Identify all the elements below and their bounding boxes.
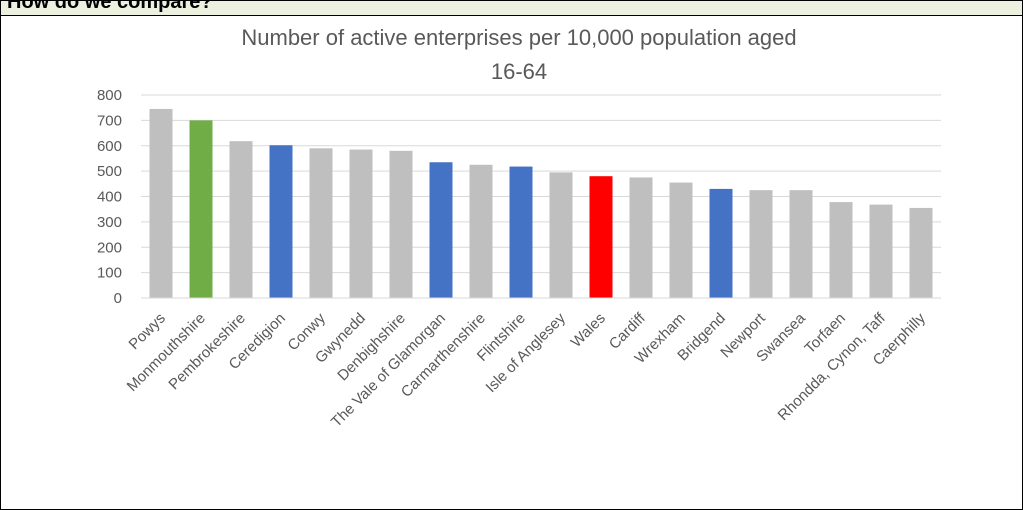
bar-rhondda-cynon-taff [869, 204, 893, 298]
y-tick-label: 400 [97, 189, 122, 206]
bar-newport [749, 190, 773, 298]
y-tick-label: 500 [97, 163, 122, 180]
bars [149, 108, 933, 298]
y-tick-label: 200 [97, 239, 122, 256]
bar-powys [149, 108, 173, 298]
category-label: Wales [568, 310, 609, 351]
bar-wrexham [669, 182, 693, 298]
bar-carmarthenshire [469, 164, 493, 298]
y-tick-label: 800 [97, 87, 122, 104]
bar-flintshire [509, 166, 533, 298]
y-tick-label: 700 [97, 112, 122, 129]
bar-isle-of-anglesey [549, 172, 573, 298]
y-tick-label: 600 [97, 138, 122, 155]
y-tick-label: 300 [97, 214, 122, 231]
y-tick-label: 100 [97, 265, 122, 282]
bar-bridgend [709, 188, 733, 298]
bar-denbighshire [389, 150, 413, 298]
y-axis-ticks: 0 100 200 300 400 500 600 700 800 [97, 87, 122, 307]
bar-conwy [309, 148, 333, 298]
bar-pembrokeshire [229, 141, 253, 298]
header-band: How do we compare? [1, 1, 1022, 16]
bar-gwynedd [349, 149, 373, 298]
chart-title-line-2: 16-64 [491, 59, 547, 84]
bar-the-vale-of-glamorgan [429, 162, 453, 298]
bar-torfaen [829, 202, 853, 298]
bar-monmouthshire [189, 120, 213, 298]
y-tick-label: 0 [114, 290, 122, 307]
gridlines [141, 94, 941, 274]
bar-caerphilly [909, 207, 933, 298]
category-labels: PowysMonmouthshirePembrokeshireCeredigio… [124, 309, 929, 430]
bar-cardiff [629, 177, 653, 298]
bar-swansea [789, 190, 813, 298]
bar-ceredigion [269, 145, 293, 298]
section-heading: How do we compare? [7, 1, 213, 13]
chart-title-line-1: Number of active enterprises per 10,000 … [241, 25, 796, 50]
bar-wales [589, 176, 613, 298]
